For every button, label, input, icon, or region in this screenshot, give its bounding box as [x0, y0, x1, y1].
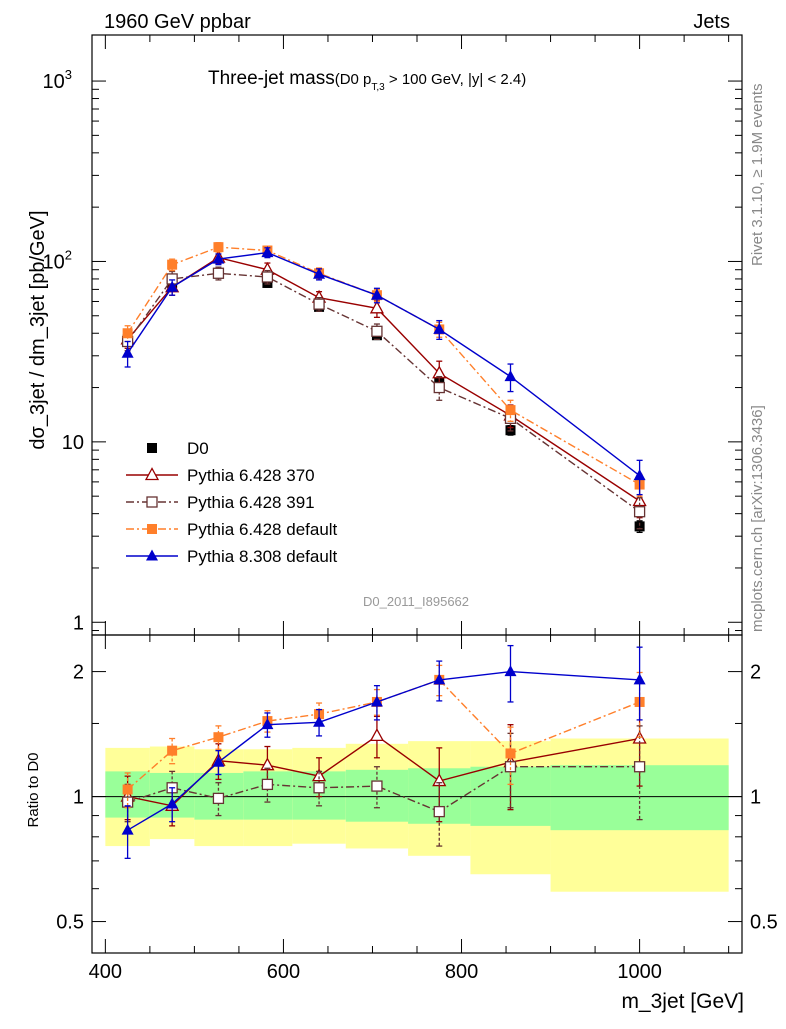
data-point-p370: [369, 300, 385, 314]
data-point-p8def: [121, 346, 134, 358]
y-tick-exponent: 3: [65, 67, 72, 82]
data-point-p8def: [433, 673, 446, 685]
data-point-p370: [311, 768, 327, 782]
legend-entry-p370: Pythia 6.428 370: [126, 466, 315, 485]
data-point-p8def: [261, 246, 274, 258]
legend-marker-p391: [146, 496, 158, 508]
series-p8def: [121, 644, 646, 859]
analysis-watermark: D0_2011_I895662: [363, 594, 469, 609]
data-point-p6def: [167, 259, 178, 270]
data-point-p391: [504, 761, 517, 773]
header-right: Jets: [693, 11, 730, 33]
title-sub-close: > 100 GeV, |y| < 2.4): [385, 71, 527, 88]
ratio-plot-panel: 0.5 0.5 1 1 2 2 400 600 800 1000: [56, 634, 778, 983]
data-point-p8def: [370, 288, 383, 300]
x-axis-label: m_3jet [GeV]: [621, 990, 744, 1013]
data-point-p8def: [313, 267, 326, 279]
data-point-p391: [313, 782, 325, 794]
data-point-p391: [633, 506, 646, 518]
series-p8def: [121, 246, 646, 496]
data-point-p8def: [433, 322, 446, 334]
x-tick-label: 400: [89, 961, 122, 983]
data-point-p6def: [167, 745, 178, 756]
data-point-p8def: [633, 469, 646, 481]
data-point-p6def: [213, 732, 224, 743]
data-point-p8def: [166, 797, 179, 809]
main-plot-frame: [91, 34, 743, 636]
data-point-p391: [371, 780, 383, 792]
data-point-p8def: [261, 718, 274, 730]
data-point-p391: [433, 381, 445, 394]
ratio-y-tick-label: 1: [73, 787, 84, 809]
title-sub-subscript: T,3: [371, 82, 385, 93]
data-point-p8def: [504, 665, 517, 677]
y-tick-exponent: 2: [65, 247, 72, 262]
title-main: Three-jet mass: [208, 68, 335, 89]
data-point-p370: [369, 728, 385, 742]
ratio-y-axis-label: Ratio to D0: [25, 752, 42, 827]
data-point-p8def: [313, 715, 326, 727]
x-tick-label: 600: [267, 961, 300, 983]
data-point-p391: [212, 267, 225, 279]
legend: D0 Pythia 6.428 370 Pythia 6.428 391 Pythia…: [126, 439, 338, 566]
data-point-p8def: [166, 280, 179, 292]
legend-marker-p6def: [147, 524, 157, 534]
legend-marker-p8def: [146, 549, 158, 561]
data-point-p6def: [213, 242, 224, 253]
data-point-p391: [313, 298, 325, 310]
ratio-y-tick-label-right: 2: [750, 662, 761, 684]
ratio-y-tick-label-right: 1: [750, 787, 761, 809]
x-tick-label: 800: [445, 961, 478, 983]
legend-marker-data: [147, 443, 157, 453]
x-tick-label: 1000: [617, 961, 662, 983]
legend-entry-data: D0: [147, 439, 209, 458]
legend-label-p8def: Pythia 8.308 default: [187, 547, 338, 566]
data-point-p8def: [633, 673, 646, 685]
data-point-p391: [633, 761, 646, 773]
data-point-data: [634, 521, 645, 532]
header-left: 1960 GeV ppbar: [104, 11, 251, 33]
series-line-p370: [127, 256, 640, 502]
data-point-p8def: [504, 370, 517, 382]
legend-label-data: D0: [187, 439, 209, 458]
ratio-y-tick-label: 2: [73, 662, 84, 684]
data-point-p391: [433, 805, 445, 818]
legend-marker-p370: [144, 467, 160, 481]
legend-entry-p8def: Pythia 8.308 default: [126, 547, 338, 566]
data-point-p8def: [212, 252, 225, 264]
data-point-p6def: [505, 405, 516, 416]
legend-label-p370: Pythia 6.428 370: [187, 466, 315, 485]
y-tick-label: 103: [43, 67, 72, 93]
data-point-p8def: [212, 755, 225, 767]
data-point-p6def: [505, 748, 516, 759]
main-y-axis-label: dσ_3jet / dm_3jet [pb/GeV]: [27, 210, 49, 449]
data-point-p8def: [121, 823, 134, 835]
data-point-p8def: [370, 695, 383, 707]
legend-entry-p391: Pythia 6.428 391: [126, 493, 315, 512]
data-point-p6def: [122, 784, 133, 795]
data-point-p391: [261, 778, 274, 791]
legend-label-p6def: Pythia 6.428 default: [187, 520, 338, 539]
data-point-p391: [212, 792, 225, 805]
series-p391: [121, 266, 646, 530]
data-point-p391: [371, 325, 383, 337]
chart-title: Three-jet mass(D0 pT,3 > 100 GeV, |y| < …: [208, 68, 526, 93]
mcplots-label: mcplots.cern.ch [arXiv:1306.3436]: [749, 405, 766, 632]
legend-entry-p6def: Pythia 6.428 default: [126, 520, 338, 539]
ratio-y-tick-label-right: 0.5: [750, 912, 778, 934]
y-tick-label: 10: [62, 432, 84, 454]
rivet-version-label: Rivet 3.1.10, ≥ 1.9M events: [749, 84, 766, 267]
data-point-p6def: [122, 328, 133, 339]
y-tick-label: 1: [73, 612, 84, 634]
data-point-p391: [261, 271, 274, 283]
ratio-y-tick-label: 0.5: [56, 912, 84, 934]
legend-label-p391: Pythia 6.428 391: [187, 493, 315, 512]
title-sub-open: (D0 p: [335, 71, 372, 88]
